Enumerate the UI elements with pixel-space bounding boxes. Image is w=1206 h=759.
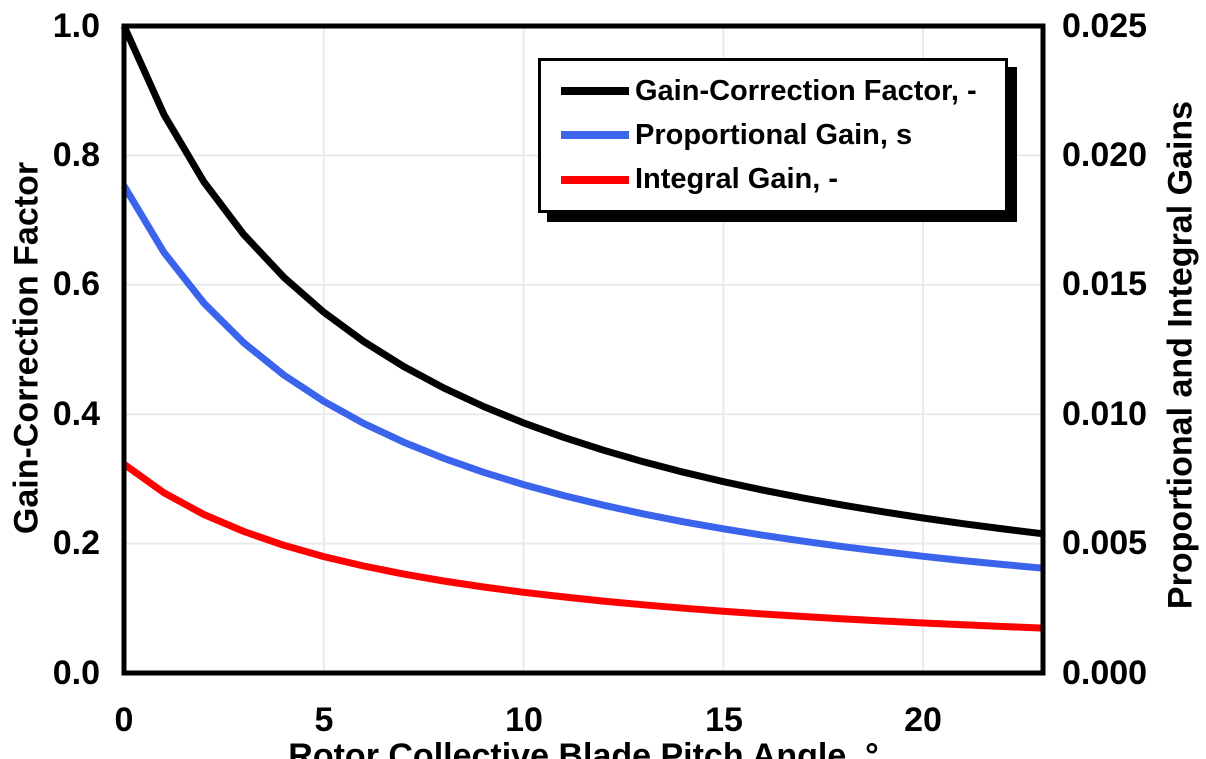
- left-axis-tick-label: 0.4: [52, 395, 100, 433]
- legend-line-sample-red: [561, 175, 629, 184]
- legend-line-sample-blue: [561, 131, 629, 140]
- legend-label: Integral Gain, -: [635, 163, 839, 196]
- left-axis-tick-label: 0.0: [52, 654, 100, 692]
- x-axis-tick-label: 15: [705, 701, 743, 739]
- left-axis-tick-label: 0.2: [52, 524, 100, 562]
- legend-label: Gain-Correction Factor, -: [635, 74, 977, 107]
- left-axis-tick-label: 0.8: [52, 136, 100, 174]
- left-axis-tick-label: 1.0: [52, 7, 100, 45]
- right-axis-tick-label: 0.000: [1062, 654, 1148, 692]
- right-axis-tick-label: 0.020: [1062, 136, 1148, 174]
- plot-border: [121, 23, 1046, 676]
- data-curves: [120, 24, 1044, 632]
- legend-label: Proportional Gain, s: [635, 118, 913, 151]
- x-axis-tick-label: 20: [904, 701, 942, 739]
- x-axis-title: Rotor Collective Blade Pitch Angle, °: [288, 737, 879, 759]
- legend-item-integral-gain: Integral Gain, -: [561, 165, 1005, 194]
- legend: Gain-Correction Factor, - Proportional G…: [538, 58, 1008, 213]
- left-axis-tick-label: 0.6: [52, 265, 100, 303]
- left-axis-title: Gain-Correction Factor: [7, 161, 46, 535]
- x-axis-tick-label: 10: [505, 701, 543, 739]
- legend-line-sample-black: [561, 87, 629, 96]
- x-axis-tick-label: 5: [314, 701, 334, 739]
- right-axis-title: Proportional and Integral Gains: [1161, 100, 1200, 610]
- legend-item-gain-correction-factor: Gain-Correction Factor, -: [561, 74, 1005, 107]
- x-axis-tick-label: 0: [114, 701, 134, 739]
- right-axis-tick-label: 0.010: [1062, 395, 1148, 433]
- right-axis-tick-label: 0.025: [1062, 7, 1148, 45]
- right-axis-tick-label: 0.005: [1062, 524, 1148, 562]
- legend-item-proportional-gain: Proportional Gain, s: [561, 118, 1005, 151]
- right-axis-tick-label: 0.015: [1062, 265, 1148, 303]
